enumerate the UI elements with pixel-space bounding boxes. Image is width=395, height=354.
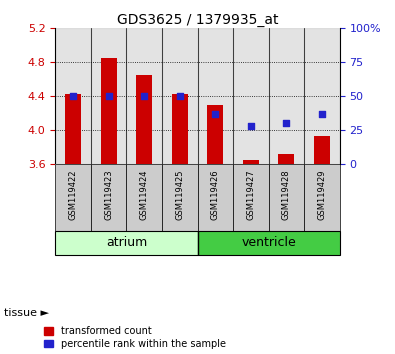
Bar [55, 28, 91, 164]
Text: GSM119422: GSM119422 [69, 170, 77, 220]
Bar [126, 28, 162, 164]
Bar [172, 94, 188, 164]
FancyBboxPatch shape [198, 164, 233, 231]
Bar [314, 136, 330, 164]
Bar [101, 58, 117, 164]
Text: GSM119426: GSM119426 [211, 170, 220, 220]
Bar [198, 231, 340, 255]
FancyBboxPatch shape [233, 164, 269, 231]
FancyBboxPatch shape [91, 164, 126, 231]
Point [177, 93, 183, 99]
Text: GSM119427: GSM119427 [246, 170, 255, 220]
Bar [243, 160, 259, 164]
FancyBboxPatch shape [269, 164, 304, 231]
FancyBboxPatch shape [126, 164, 162, 231]
Text: GSM119425: GSM119425 [175, 170, 184, 220]
Bar [304, 28, 340, 164]
Bar [91, 28, 126, 164]
Text: ventricle: ventricle [241, 236, 296, 249]
Point [212, 111, 218, 117]
Bar [233, 28, 269, 164]
Point [70, 93, 76, 99]
Legend: transformed count, percentile rank within the sample: transformed count, percentile rank withi… [44, 326, 226, 349]
Bar [162, 28, 198, 164]
Bar [198, 28, 233, 164]
FancyBboxPatch shape [304, 164, 340, 231]
Text: tissue ►: tissue ► [4, 308, 49, 318]
Bar [278, 154, 294, 164]
Text: GSM119424: GSM119424 [140, 170, 149, 220]
Bar [55, 231, 198, 255]
Bar [207, 105, 223, 164]
Point [248, 123, 254, 129]
Bar [65, 94, 81, 164]
Text: GSM119429: GSM119429 [318, 170, 326, 220]
Point [283, 121, 290, 126]
Text: GSM119428: GSM119428 [282, 170, 291, 220]
Bar [269, 28, 304, 164]
Bar [136, 75, 152, 164]
Text: GSM119423: GSM119423 [104, 170, 113, 220]
Point [105, 93, 112, 99]
FancyBboxPatch shape [162, 164, 198, 231]
Text: atrium: atrium [106, 236, 147, 249]
Point [319, 111, 325, 117]
Point [141, 93, 147, 99]
FancyBboxPatch shape [55, 164, 91, 231]
Title: GDS3625 / 1379935_at: GDS3625 / 1379935_at [117, 13, 278, 27]
